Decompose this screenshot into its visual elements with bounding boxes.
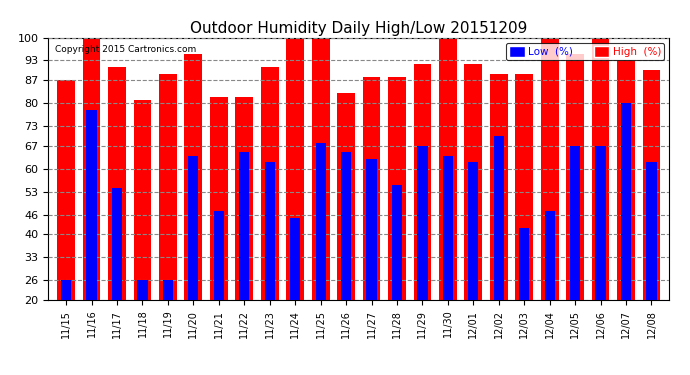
Bar bbox=[464, 64, 482, 366]
Bar bbox=[315, 142, 326, 366]
Bar bbox=[188, 156, 199, 366]
Bar bbox=[566, 54, 584, 366]
Bar bbox=[261, 67, 279, 366]
Title: Outdoor Humidity Daily High/Low 20151209: Outdoor Humidity Daily High/Low 20151209 bbox=[190, 21, 527, 36]
Bar bbox=[163, 280, 173, 366]
Bar bbox=[61, 280, 71, 366]
Bar bbox=[621, 103, 631, 366]
Bar bbox=[591, 38, 609, 366]
Bar bbox=[493, 136, 504, 366]
Bar bbox=[490, 74, 508, 366]
Bar bbox=[642, 70, 660, 366]
Bar bbox=[210, 97, 228, 366]
Bar bbox=[392, 185, 402, 366]
Bar bbox=[519, 228, 529, 366]
Bar bbox=[214, 211, 224, 366]
Bar bbox=[239, 152, 249, 366]
Bar bbox=[235, 97, 253, 366]
Bar bbox=[617, 60, 635, 366]
Bar bbox=[134, 100, 151, 366]
Bar bbox=[86, 110, 97, 366]
Bar bbox=[469, 162, 478, 366]
Bar bbox=[112, 188, 122, 366]
Bar bbox=[57, 80, 75, 366]
Bar bbox=[312, 38, 330, 366]
Bar bbox=[647, 162, 657, 366]
Bar bbox=[265, 162, 275, 366]
Bar bbox=[159, 74, 177, 366]
Bar bbox=[388, 77, 406, 366]
Bar bbox=[544, 211, 555, 366]
Bar bbox=[108, 67, 126, 366]
Bar bbox=[570, 146, 580, 366]
Bar bbox=[363, 77, 380, 366]
Bar bbox=[366, 159, 377, 366]
Bar bbox=[290, 218, 300, 366]
Text: Copyright 2015 Cartronics.com: Copyright 2015 Cartronics.com bbox=[55, 45, 196, 54]
Bar bbox=[541, 38, 559, 366]
Bar bbox=[184, 54, 202, 366]
Bar bbox=[341, 152, 351, 366]
Bar bbox=[83, 38, 101, 366]
Bar bbox=[595, 146, 606, 366]
Bar bbox=[417, 146, 428, 366]
Bar bbox=[137, 280, 148, 366]
Bar bbox=[337, 93, 355, 366]
Legend: Low  (%), High  (%): Low (%), High (%) bbox=[506, 43, 664, 60]
Bar bbox=[286, 38, 304, 366]
Bar bbox=[515, 74, 533, 366]
Bar bbox=[443, 156, 453, 366]
Bar bbox=[439, 38, 457, 366]
Bar bbox=[413, 64, 431, 366]
